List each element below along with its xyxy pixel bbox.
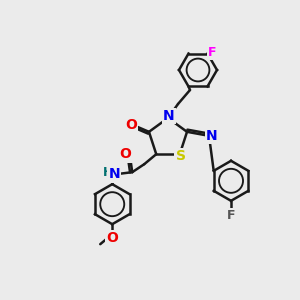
Text: N: N xyxy=(108,167,120,181)
Text: N: N xyxy=(163,109,175,123)
Text: O: O xyxy=(125,118,137,132)
Text: H: H xyxy=(103,166,113,179)
Text: S: S xyxy=(176,149,186,163)
Text: O: O xyxy=(119,147,131,161)
Text: F: F xyxy=(227,209,235,222)
Text: N: N xyxy=(206,129,218,143)
Text: O: O xyxy=(106,231,118,245)
Text: F: F xyxy=(208,46,217,59)
